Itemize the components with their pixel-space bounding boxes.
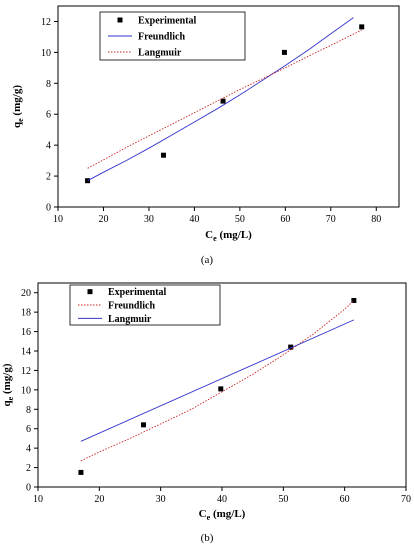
legend-marker-square (117, 17, 123, 23)
x-tick-label: 70 (326, 214, 336, 225)
legend-label: Freundlich (138, 32, 185, 43)
x-tick-label: 50 (278, 494, 288, 505)
y-tick-label: 8 (46, 79, 51, 90)
y-tick-label: 10 (41, 48, 51, 59)
x-tick-label: 10 (33, 494, 43, 505)
data-point-experimental (140, 422, 146, 428)
y-tick-label: 10 (21, 385, 31, 396)
x-tick-label: 30 (156, 494, 166, 505)
y-tick-label: 2 (26, 463, 31, 474)
data-point-experimental (220, 98, 226, 104)
y-tick-label: 4 (26, 444, 31, 455)
data-point-experimental (288, 344, 294, 350)
panel-label: (b) (201, 532, 214, 544)
y-tick-label: 16 (21, 327, 31, 338)
legend: Experimental Freundlich Langmuir (69, 284, 221, 326)
y-tick-label: 14 (21, 347, 31, 358)
data-point-experimental (85, 178, 91, 184)
y-axis-label: qe (mg/g) (11, 85, 25, 128)
series-line-langmuir (87, 29, 362, 169)
chart-panel-a: 10 20 30 40 50 60 70 80 0 2 4 6 8 10 12 Ce (mg/L) qe (mg… (11, 5, 400, 266)
y-tick-label: 8 (26, 405, 31, 416)
data-point-experimental (218, 386, 224, 392)
y-tick-label: 6 (46, 110, 51, 121)
x-tick-label: 20 (94, 494, 104, 505)
y-tick-label: 4 (46, 141, 51, 152)
y-tick-label: 0 (46, 203, 51, 214)
data-point-experimental (78, 469, 84, 475)
x-tick-label: 50 (235, 214, 245, 225)
x-tick-label: 40 (217, 494, 227, 505)
x-tick-label: 60 (340, 494, 350, 505)
series-line-langmuir (80, 319, 355, 442)
y-tick-label: 2 (46, 172, 51, 183)
legend-label: Langmuir (108, 314, 152, 325)
data-point-experimental (351, 297, 357, 303)
legend-label: Experimental (108, 287, 167, 298)
data-point-experimental (281, 49, 287, 55)
y-tick-label: 12 (21, 366, 31, 377)
x-axis-label: Ce (mg/L) (199, 508, 246, 522)
legend: Experimental Freundlich Langmuir (99, 11, 246, 61)
x-tick-label: 10 (53, 214, 63, 225)
legend-label: Experimental (138, 16, 197, 27)
x-tick-label: 80 (371, 214, 381, 225)
x-tick-label: 20 (98, 214, 108, 225)
y-tick-label: 12 (41, 17, 51, 28)
data-point-experimental (160, 152, 166, 158)
legend-marker-square (87, 289, 93, 295)
x-axis-label: Ce (mg/L) (205, 229, 252, 243)
x-tick-label: 40 (189, 214, 199, 225)
data-point-experimental (359, 24, 365, 30)
legend-label: Freundlich (108, 301, 155, 312)
y-tick-label: 0 (26, 483, 31, 494)
y-tick-label: 6 (26, 424, 31, 435)
y-tick-label: 20 (21, 288, 31, 299)
legend-label: Langmuir (138, 48, 182, 59)
series-line-freundlich (87, 17, 354, 182)
x-tick-label: 30 (144, 214, 154, 225)
x-tick-label: 70 (401, 494, 411, 505)
y-tick-label: 18 (21, 308, 31, 319)
chart-panel-b: 10 20 30 40 50 60 70 0 2 4 6 8 10 12 14 16 18 20 Ce (mg/L)… (1, 282, 411, 544)
plot-frame (57, 5, 400, 208)
series-line-freundlich (80, 300, 355, 462)
panel-label: (a) (201, 254, 214, 266)
x-tick-label: 60 (280, 214, 290, 225)
y-axis-label: qe (mg/g) (1, 363, 15, 406)
